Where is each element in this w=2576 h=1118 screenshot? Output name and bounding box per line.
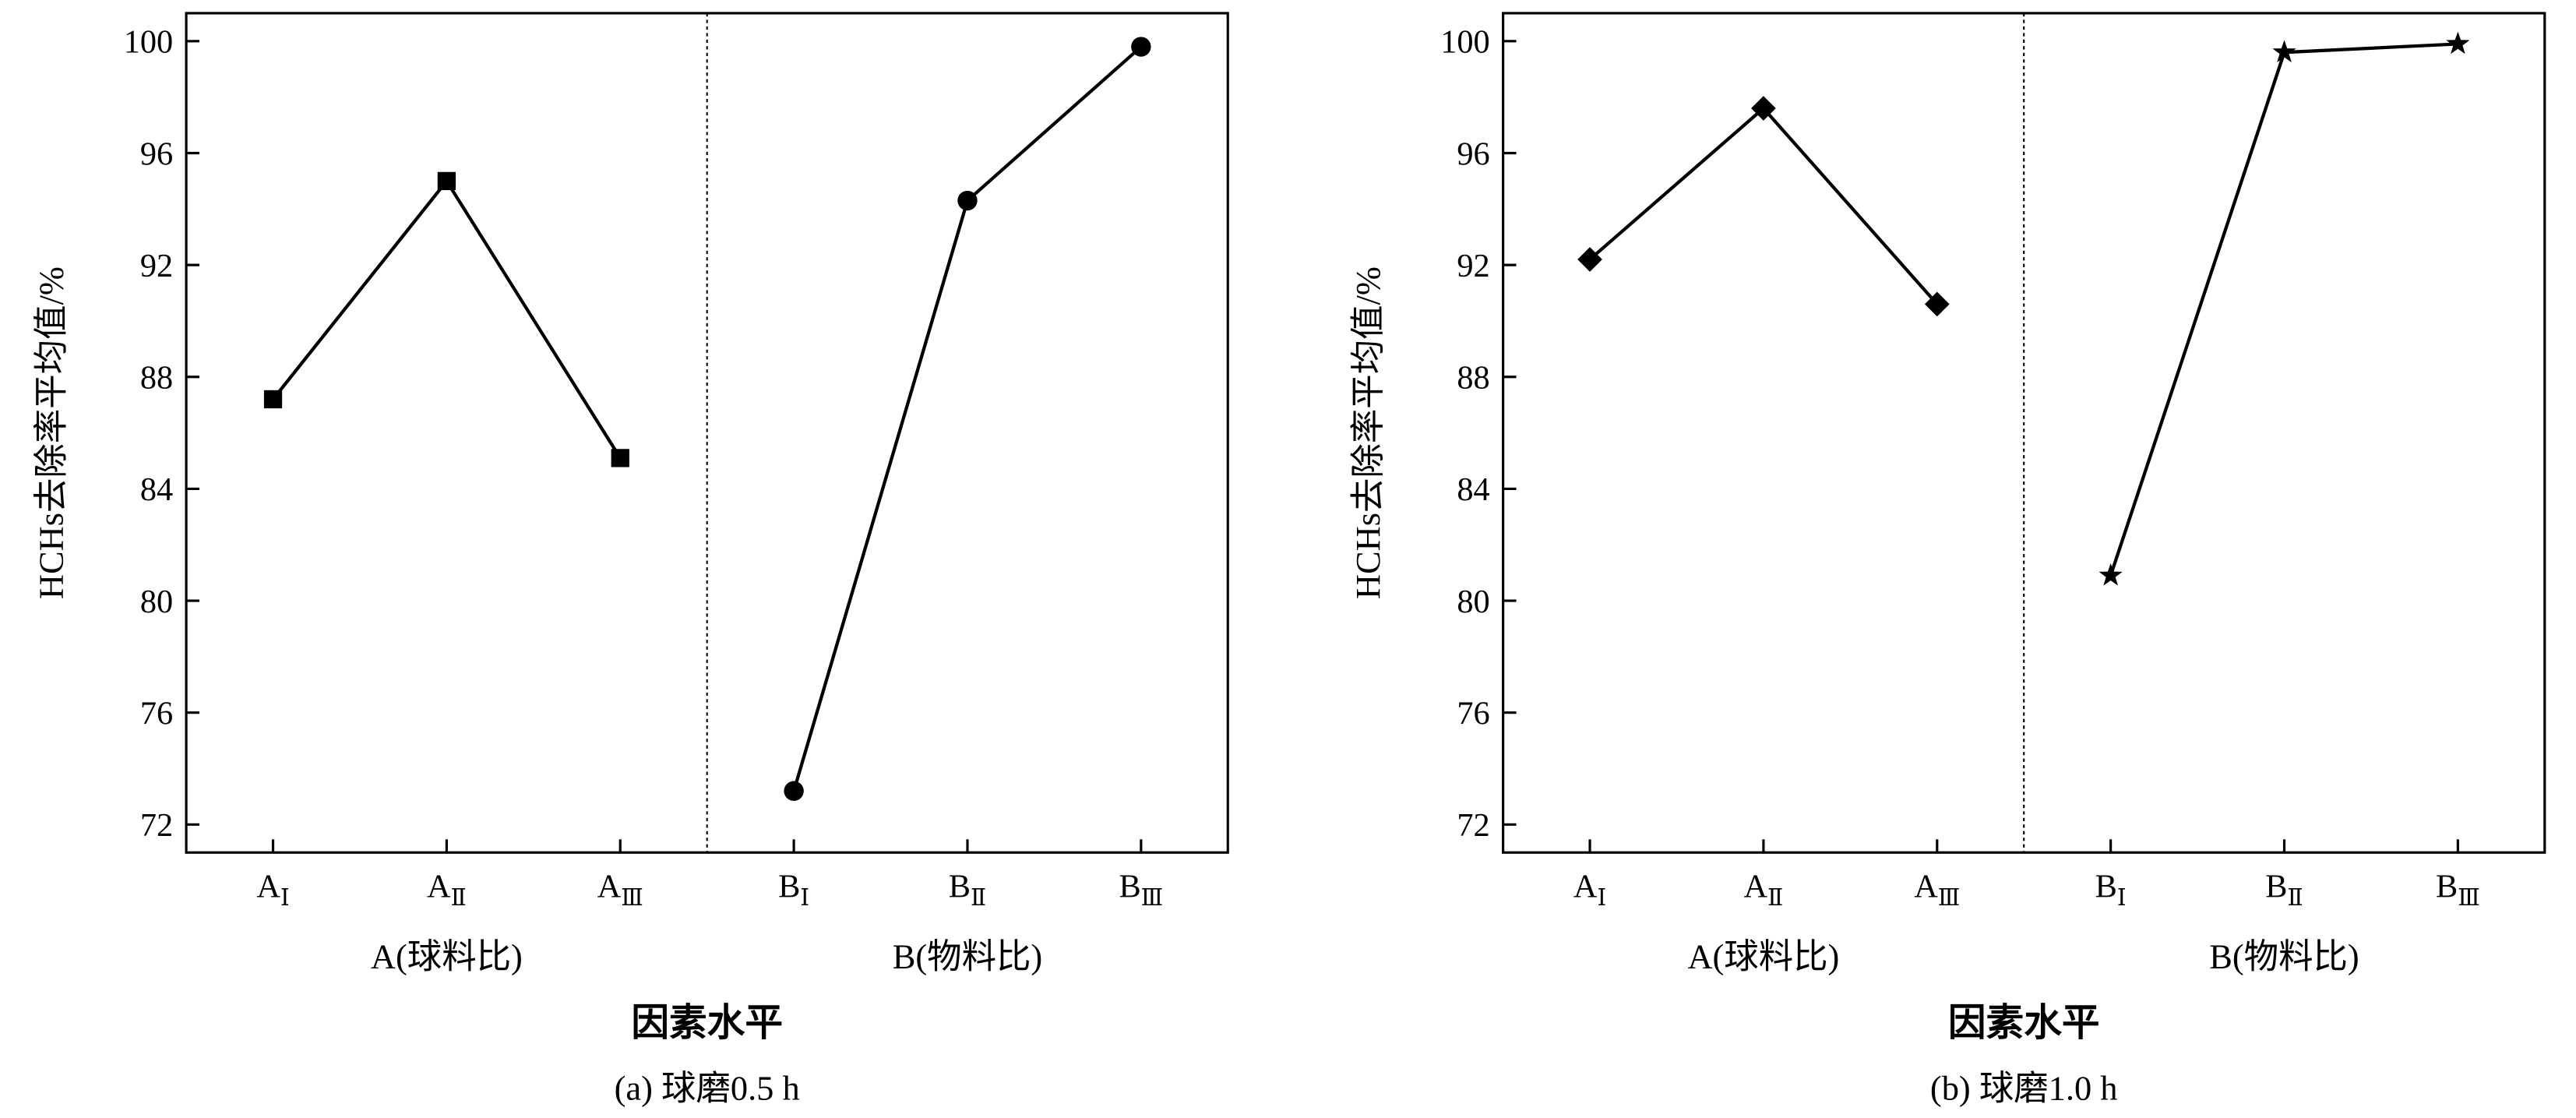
group-label: B(物料比) (893, 936, 1042, 975)
x-tick-label: BⅠ (778, 868, 809, 911)
y-tick-label: 100 (1440, 24, 1489, 61)
x-tick-label: AⅠ (1573, 868, 1606, 911)
x-tick-label: AⅡ (1744, 868, 1784, 911)
marker (611, 449, 629, 467)
marker (2099, 563, 2123, 586)
y-tick-label: 84 (1457, 471, 1489, 508)
x-tick-label: BⅢ (2436, 868, 2480, 911)
group-label: A(球料比) (371, 936, 523, 975)
y-tick-label: 76 (140, 695, 173, 732)
y-tick-label: 84 (140, 471, 173, 508)
marker (784, 781, 804, 801)
marker (437, 171, 456, 191)
y-axis-label: HCHs去除率平均值/% (31, 266, 70, 599)
marker (1131, 37, 1151, 57)
marker (1751, 96, 1776, 121)
x-tick-label: AⅡ (427, 868, 467, 911)
series-line (2109, 42, 2458, 577)
caption: (a) 球磨0.5 h (615, 1069, 800, 1108)
y-tick-label: 88 (1457, 360, 1489, 397)
chart: 72 76 80 84 88 92 96 100 AⅠ AⅡ AⅢ BⅠ BⅡ BⅢ A(球料比) B(物料比… (1348, 12, 2546, 1108)
y-tick-label: 72 (1457, 807, 1489, 844)
y-tick-label: 88 (140, 360, 173, 397)
y-tick-label: 100 (124, 24, 173, 61)
series-line (1588, 106, 1939, 305)
caption: (b) 球磨1.0 h (1930, 1069, 2118, 1108)
x-tick-label: BⅠ (2095, 868, 2127, 911)
group-label: B(物料比) (2209, 936, 2359, 975)
y-tick-label: 92 (1457, 248, 1489, 284)
x-tick-label: BⅡ (949, 868, 986, 911)
x-axis-label: 因素水平 (1948, 1002, 2100, 1044)
y-tick-label: 96 (140, 136, 173, 172)
y-tick-label: 76 (1457, 695, 1489, 732)
marker (2272, 40, 2296, 63)
y-tick-label: 80 (140, 584, 173, 620)
x-tick-label: AⅢ (1914, 868, 1960, 911)
marker (1924, 291, 1950, 317)
y-tick-label: 92 (140, 248, 173, 284)
x-tick-label: BⅡ (2265, 868, 2303, 911)
x-axis-label: 因素水平 (631, 1002, 783, 1044)
group-label: A(球料比) (1687, 936, 1839, 975)
y-tick-label: 96 (1457, 136, 1489, 172)
marker (957, 190, 978, 211)
x-tick-label: BⅢ (1119, 868, 1163, 911)
y-axis-label: HCHs去除率平均值/% (1348, 266, 1387, 599)
series-line (271, 178, 622, 460)
marker (2446, 31, 2470, 55)
series-line (792, 45, 1143, 792)
x-tick-label: AⅠ (256, 868, 289, 911)
y-tick-label: 80 (1457, 584, 1489, 620)
marker (263, 390, 283, 409)
chart: 72 76 80 84 88 92 96 100 AⅠ AⅡ AⅢ BⅠ BⅡ BⅢ A(球料比) B(物料比… (31, 12, 1229, 1108)
marker (1577, 247, 1602, 272)
y-tick-label: 72 (140, 807, 173, 844)
x-tick-label: AⅢ (597, 868, 643, 911)
